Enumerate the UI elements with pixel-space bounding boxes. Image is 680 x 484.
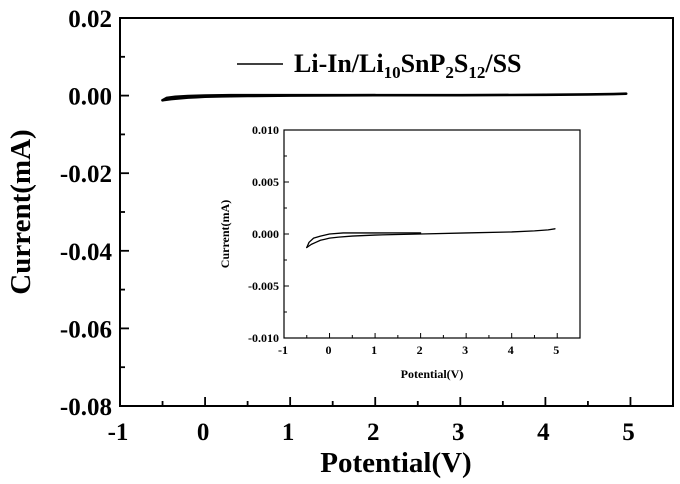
main-x-tick-label: 3 bbox=[452, 419, 465, 446]
inset-y-tick-label: 0.010 bbox=[252, 123, 279, 137]
inset-chart: -1 0 1 2 3 4 5 0.010 0.005 0.000 -0.005 -0.010 Pote… bbox=[218, 123, 581, 381]
main-x-tick-label: 0 bbox=[197, 419, 210, 446]
main-x-tick-label: -1 bbox=[108, 419, 129, 446]
inset-y-tick-label: 0.000 bbox=[252, 227, 279, 241]
main-chart: -1 0 1 2 3 4 50.020.00-0.02-0.04-0.06-0.08 Pot… bbox=[5, 6, 674, 479]
inset-ticks bbox=[283, 129, 581, 339]
inset-x-tick-label: 0 bbox=[326, 343, 332, 357]
legend: Li-In/Li10SnP2S12/SS bbox=[237, 49, 522, 82]
main-y-tick-label: -0.02 bbox=[60, 161, 112, 188]
main-ticks bbox=[119, 17, 674, 407]
main-x-tick-label: 2 bbox=[367, 419, 380, 446]
legend-text-part: Li-In/Li bbox=[294, 49, 384, 78]
inset-x-tick-label: 1 bbox=[371, 343, 377, 357]
inset-x-tick-label: 5 bbox=[553, 343, 559, 357]
inset-series bbox=[306, 228, 556, 249]
inset-y-tick-label: 0.005 bbox=[252, 175, 279, 189]
inset-y-tick-label: -0.010 bbox=[248, 331, 279, 345]
main-x-axis-label: Potential(V) bbox=[320, 447, 471, 479]
inset-tick-labels: -1 0 1 2 3 4 5 0.010 0.005 0.000 -0.005 -0.010 bbox=[248, 123, 559, 357]
main-y-tick-label: 0.02 bbox=[68, 6, 112, 33]
legend-text-part: S bbox=[454, 49, 468, 78]
main-x-tick-label: 5 bbox=[622, 419, 635, 446]
main-series-line-2 bbox=[161, 93, 377, 102]
inset-y-tick-label: -0.005 bbox=[248, 279, 279, 293]
inset-series-line-2 bbox=[306, 232, 422, 249]
main-tick-labels: -1 0 1 2 3 4 50.020.00-0.02-0.04-0.06-0.08 bbox=[60, 6, 635, 446]
inset-x-tick-label: 4 bbox=[508, 343, 514, 357]
inset-x-tick-label: 2 bbox=[417, 343, 423, 357]
inset-series-line-1 bbox=[306, 228, 556, 249]
inset-y-axis-label: Current(mA) bbox=[218, 200, 232, 268]
legend-subscript: 12 bbox=[468, 63, 485, 82]
main-y-tick-label: -0.04 bbox=[60, 239, 113, 266]
legend-subscript: 2 bbox=[445, 63, 454, 82]
main-series bbox=[161, 92, 628, 102]
main-y-tick-label: 0.00 bbox=[68, 84, 112, 111]
inset-x-tick-label: 3 bbox=[462, 343, 468, 357]
legend-subscript: 10 bbox=[384, 63, 401, 82]
main-y-tick-label: -0.08 bbox=[60, 394, 112, 421]
main-y-axis-label: Current(mA) bbox=[5, 129, 37, 294]
main-x-tick-label: 1 bbox=[282, 419, 295, 446]
legend-text-part: SnP bbox=[401, 49, 446, 78]
inset-x-axis-label: Potential(V) bbox=[401, 367, 464, 381]
main-y-tick-label: -0.06 bbox=[60, 316, 112, 343]
inset-x-tick-label: -1 bbox=[278, 343, 288, 357]
main-x-tick-label: 4 bbox=[537, 419, 550, 446]
legend-label: Li-In/Li10SnP2S12/SS bbox=[294, 49, 522, 82]
legend-text-part: /SS bbox=[484, 49, 521, 78]
